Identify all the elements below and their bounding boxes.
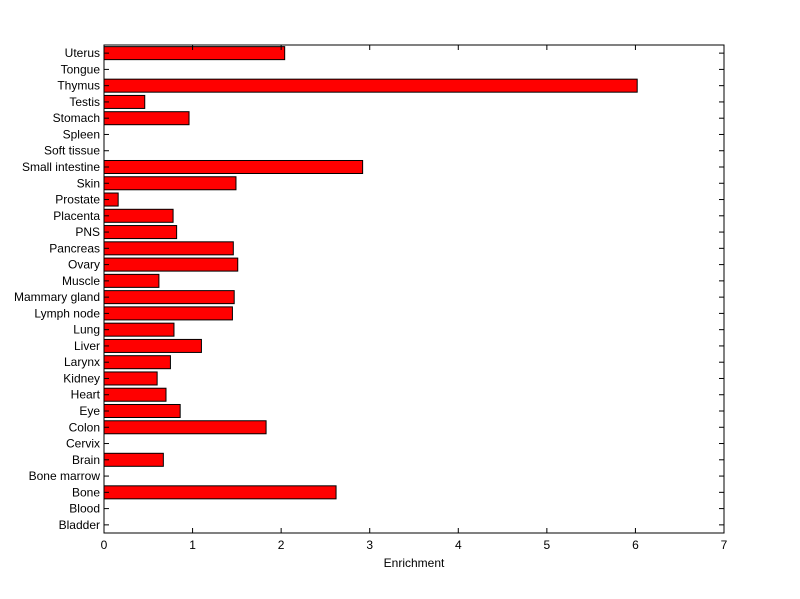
y-tick-label: Soft tissue bbox=[44, 144, 100, 158]
y-tick-label: Spleen bbox=[63, 127, 100, 141]
x-tick-label: 7 bbox=[721, 538, 728, 552]
x-tick-label: 2 bbox=[278, 538, 285, 552]
y-tick-label: Prostate bbox=[55, 193, 100, 207]
x-tick-label: 4 bbox=[455, 538, 462, 552]
x-axis-ticks: 0 1 2 3 4 5 6 7 bbox=[101, 45, 728, 552]
bar-mammary-gland bbox=[103, 290, 235, 305]
y-tick-label: Tongue bbox=[61, 62, 101, 76]
bar-small-intestine bbox=[103, 159, 364, 175]
y-tick-label: Stomach bbox=[53, 111, 100, 125]
y-tick-label: Bone marrow bbox=[29, 469, 101, 483]
y-tick-label: Cervix bbox=[66, 437, 100, 451]
x-tick-label: 3 bbox=[366, 538, 373, 552]
bar-muscle bbox=[103, 273, 160, 288]
y-tick-label: Liver bbox=[74, 339, 100, 353]
y-tick-label: Testis bbox=[69, 95, 100, 109]
y-tick-label: Mammary gland bbox=[14, 290, 100, 304]
bar-colon bbox=[103, 420, 267, 435]
bar-placenta bbox=[103, 208, 174, 223]
y-tick-label: Lung bbox=[73, 323, 100, 337]
x-axis-label: Enrichment bbox=[384, 556, 445, 570]
y-axis-ticks: Uterus Tongue Thymus Testis Stomach Spleen Sof… bbox=[14, 46, 724, 532]
bar-brain bbox=[103, 452, 164, 467]
y-tick-label: Blood bbox=[69, 502, 100, 516]
plot-area-frame bbox=[103, 44, 725, 534]
y-tick-label: Small intestine bbox=[22, 160, 100, 174]
y-tick-label: Eye bbox=[79, 404, 100, 418]
y-tick-label: Bone bbox=[72, 485, 100, 499]
y-tick-label: Uterus bbox=[65, 46, 100, 60]
x-tick-label: 5 bbox=[544, 538, 551, 552]
bar-skin bbox=[103, 176, 237, 191]
y-tick-label: Thymus bbox=[57, 79, 100, 93]
bar-heart bbox=[103, 387, 167, 402]
y-tick-label: PNS bbox=[75, 225, 100, 239]
y-tick-label: Heart bbox=[71, 388, 101, 402]
x-tick-label: 6 bbox=[632, 538, 639, 552]
bar-liver bbox=[103, 338, 202, 353]
bar-stomach bbox=[103, 111, 190, 126]
bar-bone bbox=[103, 485, 337, 500]
y-tick-label: Colon bbox=[69, 420, 100, 434]
bar-lymph-node bbox=[103, 306, 233, 321]
bar-kidney bbox=[103, 371, 158, 386]
x-tick-label: 0 bbox=[101, 538, 108, 552]
y-tick-label: Brain bbox=[72, 453, 100, 467]
bars-group bbox=[103, 46, 638, 500]
y-tick-label: Kidney bbox=[63, 371, 100, 385]
bar-testis bbox=[103, 94, 146, 109]
bar-larynx bbox=[103, 355, 171, 370]
bar-pancreas bbox=[103, 241, 234, 256]
y-tick-label: Lymph node bbox=[34, 306, 100, 320]
bar-eye bbox=[103, 403, 181, 419]
y-tick-label: Skin bbox=[77, 176, 100, 190]
y-tick-label: Pancreas bbox=[49, 241, 100, 255]
x-tick-label: 1 bbox=[189, 538, 196, 552]
bar-ovary bbox=[103, 257, 239, 272]
y-tick-label: Placenta bbox=[53, 209, 100, 223]
y-tick-label: Bladder bbox=[59, 518, 100, 532]
bar-pns bbox=[103, 225, 178, 240]
y-tick-label: Larynx bbox=[64, 355, 100, 369]
y-tick-label: Muscle bbox=[62, 274, 100, 288]
y-tick-label: Ovary bbox=[68, 258, 100, 272]
bar-uterus bbox=[103, 46, 286, 61]
bar-lung bbox=[103, 322, 175, 337]
bar-thymus bbox=[103, 78, 638, 93]
